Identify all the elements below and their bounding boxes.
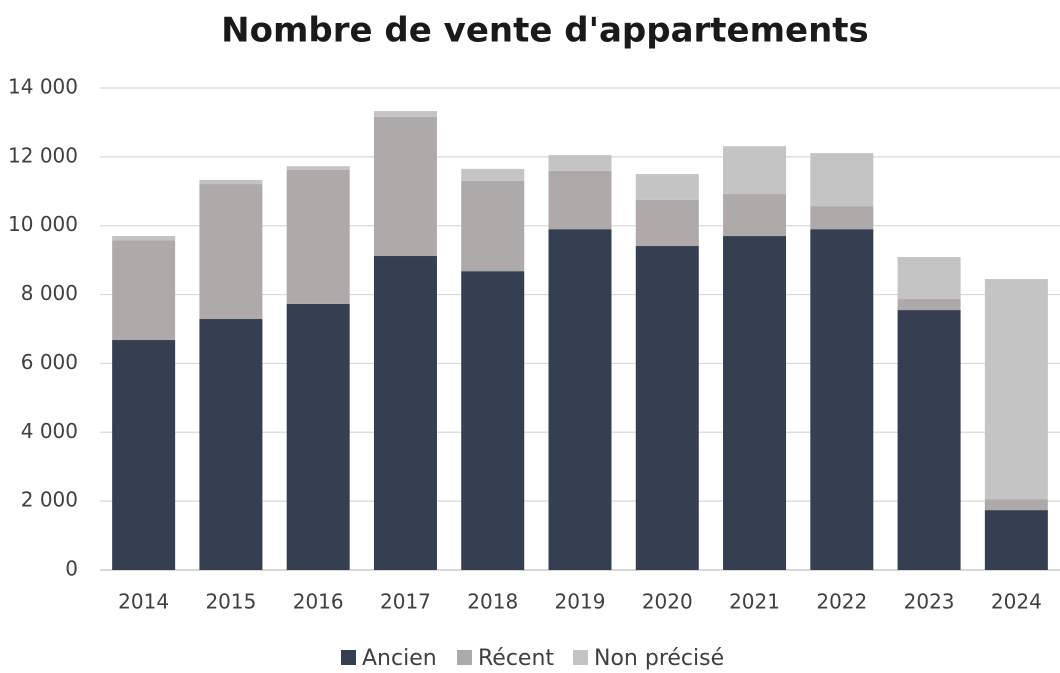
bar-segment: [635, 246, 699, 570]
bar-segment: [286, 166, 350, 170]
bar-segment: [810, 153, 874, 207]
x-tick-label: 2022: [816, 590, 867, 614]
bar-segment: [984, 279, 1048, 500]
y-tick-label: 6 000: [21, 350, 78, 374]
bar-segment: [635, 174, 699, 200]
x-tick-label: 2023: [904, 590, 955, 614]
y-tick-label: 14 000: [8, 75, 78, 99]
bar-segment: [199, 179, 263, 185]
x-tick-label: 2019: [555, 590, 606, 614]
bar-segment: [635, 199, 699, 247]
x-tick-label: 2016: [293, 590, 344, 614]
x-tick-label: 2021: [729, 590, 780, 614]
bar-segment: [897, 310, 961, 570]
legend-swatch: [341, 650, 356, 665]
x-tick-label: 2017: [380, 590, 431, 614]
bar-segment: [461, 271, 525, 570]
legend-swatch: [457, 650, 472, 665]
y-tick-label: 2 000: [21, 488, 78, 512]
legend-label: Non précisé: [594, 646, 724, 671]
x-tick-label: 2015: [205, 590, 256, 614]
bar-segment: [461, 168, 525, 181]
bar-segment: [723, 146, 787, 195]
bar-segment: [548, 155, 612, 171]
y-tick-label: 8 000: [21, 281, 78, 305]
y-tick-label: 12 000: [8, 143, 78, 167]
bar-segment: [723, 194, 787, 237]
bar-segment: [373, 256, 437, 570]
x-tick-label: 2018: [467, 590, 518, 614]
bar-segment: [112, 340, 176, 570]
bar-segment: [286, 169, 350, 304]
bar-segment: [984, 510, 1048, 570]
bar-segment: [112, 236, 176, 241]
y-tick-label: 4 000: [21, 419, 78, 443]
bar-segment: [810, 206, 874, 230]
legend-swatch: [573, 650, 588, 665]
bar-segment: [199, 319, 263, 570]
bar-segment: [199, 184, 263, 320]
bar-segment: [286, 303, 350, 570]
bar-segment: [810, 229, 874, 570]
x-tick-label: 2020: [642, 590, 693, 614]
bar-segment: [723, 236, 787, 571]
chart-title: Nombre de vente d'appartements: [221, 11, 869, 51]
legend-label: Récent: [478, 646, 554, 671]
bar-segment: [984, 499, 1048, 511]
y-tick-label: 0: [65, 557, 78, 581]
x-tick-label: 2024: [991, 590, 1042, 614]
y-tick-label: 10 000: [8, 212, 78, 236]
x-tick-label: 2014: [118, 590, 169, 614]
bar-segment: [373, 116, 437, 257]
bar-segment: [373, 111, 437, 117]
legend-label: Ancien: [362, 646, 437, 671]
bar-segment: [112, 240, 176, 341]
bar-segment: [461, 180, 525, 272]
bar-segment: [548, 170, 612, 230]
bar-segment: [897, 299, 961, 311]
bar-segment: [897, 257, 961, 300]
bar-segment: [548, 229, 612, 570]
